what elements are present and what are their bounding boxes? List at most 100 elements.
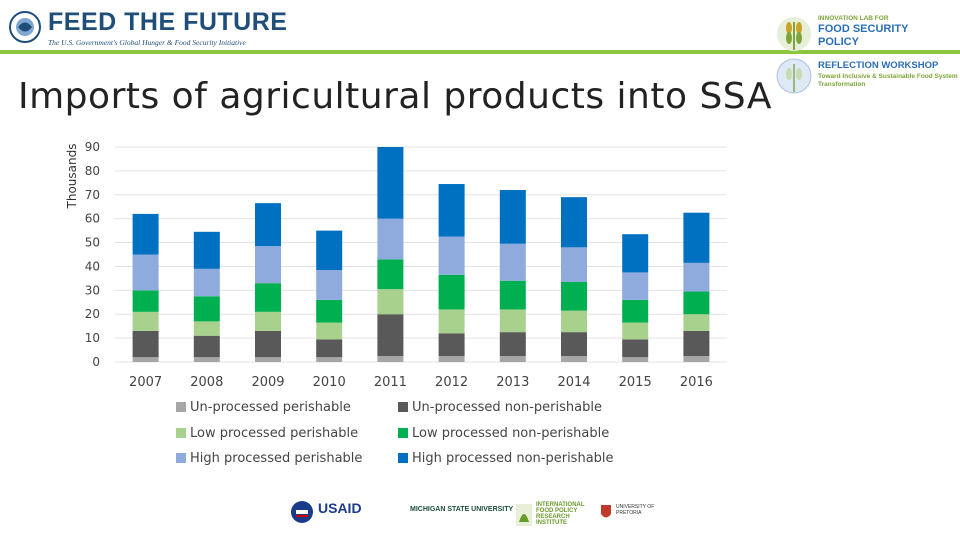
bar-segment-2013-0: [499, 356, 526, 362]
partner-logos: USAID MICHIGAN STATE UNIVERSITY INTERNAT…: [290, 498, 690, 532]
bar-segment-2012-2: [438, 309, 465, 334]
legend-item-high-perishable: High processed perishable: [176, 451, 362, 466]
bar-segment-2014-5: [561, 197, 587, 248]
bar-segment-2008-4: [193, 268, 220, 297]
y-tick-label: 60: [85, 212, 100, 226]
legend-swatch: [176, 402, 186, 412]
bar-segment-2012-0: [438, 356, 465, 362]
globe-icon: [776, 58, 812, 94]
header-rule: [0, 50, 960, 54]
x-axis-ticks: 2007 2008 2009 2010 2011 2012 2013 2014 2015 2016: [129, 375, 713, 390]
bar-segment-2015-0: [622, 357, 649, 362]
bar-segment-2010-1: [316, 339, 343, 358]
legend-label: Un-processed non-perishable: [412, 400, 602, 415]
legend-swatch: [176, 453, 186, 463]
ifpri-leaf-icon: [516, 504, 532, 526]
bar-segment-2010-5: [316, 230, 343, 271]
bar-segment-2007-4: [132, 254, 159, 291]
workshop-title: REFLECTION WORKSHOP: [818, 60, 939, 71]
y-tick-label: 80: [85, 164, 100, 178]
bar-segment-2007-5: [132, 213, 159, 255]
legend-label: Low processed perishable: [190, 426, 359, 441]
bar-segment-2012-1: [438, 333, 465, 357]
bar-segment-2009-4: [255, 246, 281, 284]
y-tick-label: 70: [85, 188, 100, 202]
bar-segment-2008-5: [193, 231, 220, 269]
legend-item-low-nonperishable: Low processed non-perishable: [398, 426, 609, 441]
bar-segment-2010-2: [316, 322, 343, 340]
bar-segment-2008-0: [193, 357, 220, 362]
bar-segment-2011-3: [377, 259, 404, 290]
bar-segment-2009-2: [255, 311, 281, 331]
bar-segment-2013-2: [499, 309, 526, 333]
legend-label: Low processed non-perishable: [412, 426, 610, 441]
bar-segment-2008-3: [193, 296, 220, 322]
usaid-seal-icon: [291, 501, 313, 523]
x-tick-label-2015: 2015: [619, 375, 652, 390]
legend-item-low-perishable: Low processed perishable: [176, 426, 358, 441]
feed-the-future-wordmark: FEED THE FUTURE: [48, 8, 288, 36]
bar-segment-2011-5: [377, 147, 404, 219]
y-tick-label: 20: [85, 307, 100, 321]
chart-bars: [132, 147, 710, 362]
legend-item-unprocessed-nonperishable: Un-processed non-perishable: [398, 400, 602, 415]
msu-logo: MICHIGAN STATE UNIVERSITY: [410, 506, 514, 513]
innovation-lab-title-line1: FOOD SECURITY: [818, 23, 909, 35]
y-tick-label: 10: [85, 331, 100, 345]
bar-segment-2015-3: [622, 299, 649, 323]
innovation-lab-caption: INNOVATION LAB FOR: [818, 15, 889, 22]
bar-segment-2011-4: [377, 218, 404, 260]
slide-title: Imports of agricultural products into SS…: [18, 76, 772, 117]
wheat-icon: [777, 17, 811, 51]
bar-segment-2010-3: [316, 299, 343, 323]
y-tick-label: 40: [85, 259, 100, 273]
legend-swatch: [176, 428, 186, 438]
bar-segment-2010-0: [316, 357, 343, 362]
bar-segment-2015-2: [622, 322, 649, 340]
x-tick-label-2010: 2010: [313, 375, 346, 390]
legend-item-high-nonperishable: High processed non-perishable: [398, 451, 614, 466]
bar-segment-2016-2: [683, 314, 710, 331]
y-tick-label: 90: [85, 140, 100, 154]
bar-segment-2015-4: [622, 272, 649, 300]
bar-segment-2013-3: [499, 280, 526, 310]
feed-the-future-tagline: The U.S. Government's Global Hunger & Fo…: [48, 38, 246, 47]
bar-segment-2012-5: [438, 184, 465, 237]
x-tick-label-2007: 2007: [129, 375, 162, 390]
legend-swatch: [398, 402, 408, 412]
y-axis-label: Thousands: [65, 144, 79, 210]
bar-segment-2014-0: [561, 356, 587, 362]
x-tick-label-2011: 2011: [374, 375, 407, 390]
legend-item-unprocessed-perishable: Un-processed perishable: [176, 400, 351, 415]
bar-segment-2016-1: [683, 330, 710, 357]
bar-segment-2012-3: [438, 274, 465, 310]
y-tick-label: 30: [85, 283, 100, 297]
bar-segment-2010-4: [316, 270, 343, 300]
bar-segment-2008-2: [193, 321, 220, 336]
bar-segment-2011-2: [377, 289, 404, 315]
x-tick-label-2008: 2008: [190, 375, 223, 390]
x-tick-label-2014: 2014: [557, 375, 590, 390]
x-tick-label-2013: 2013: [496, 375, 529, 390]
legend-label: High processed perishable: [190, 451, 363, 466]
ifpri-logo: INTERNATIONAL FOOD POLICY RESEARCH INSTI…: [536, 502, 585, 526]
innovation-lab-logo: INNOVATION LAB FOR FOOD SECURITY POLICY …: [772, 12, 960, 102]
feed-the-future-logo: FEED THE FUTURE The U.S. Government's Gl…: [8, 8, 287, 50]
y-tick-label: 50: [85, 236, 100, 250]
bar-segment-2014-2: [561, 310, 587, 333]
bar-segment-2011-0: [377, 356, 404, 362]
workshop-subtitle: Toward Inclusive & Sustainable Food Syst…: [818, 73, 958, 88]
bar-segment-2014-3: [561, 281, 587, 311]
legend-swatch: [398, 428, 408, 438]
bar-segment-2009-0: [255, 357, 281, 362]
bar-segment-2013-5: [499, 190, 526, 244]
x-tick-label-2016: 2016: [680, 375, 713, 390]
bar-segment-2009-1: [255, 330, 281, 358]
bar-segment-2015-1: [622, 339, 649, 358]
usg-seal-icon: [9, 11, 41, 43]
bar-segment-2008-1: [193, 335, 220, 358]
bar-segment-2009-5: [255, 203, 281, 247]
bar-segment-2009-3: [255, 283, 281, 312]
bar-segment-2014-1: [561, 332, 587, 357]
bar-segment-2015-5: [622, 234, 649, 273]
